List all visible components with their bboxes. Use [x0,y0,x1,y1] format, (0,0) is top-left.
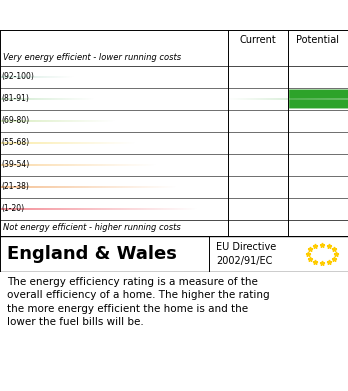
Text: (81-91): (81-91) [2,95,30,104]
Polygon shape [0,155,156,175]
Text: Current: Current [239,35,276,45]
Text: 2002/91/EC: 2002/91/EC [216,256,272,266]
Text: (39-54): (39-54) [2,160,30,170]
Polygon shape [0,178,177,197]
Polygon shape [0,133,136,152]
Polygon shape [287,90,348,108]
Text: (92-100): (92-100) [2,72,34,81]
Text: (55-68): (55-68) [2,138,30,147]
Text: (69-80): (69-80) [2,117,30,126]
Text: Energy Efficiency Rating: Energy Efficiency Rating [9,7,230,23]
Text: Not energy efficient - higher running costs: Not energy efficient - higher running co… [3,223,181,232]
Text: (21-38): (21-38) [2,183,30,192]
Polygon shape [227,90,348,108]
Text: Very energy efficient - lower running costs: Very energy efficient - lower running co… [3,53,182,62]
Text: England & Wales: England & Wales [7,245,177,263]
Polygon shape [0,111,115,131]
Text: (1-20): (1-20) [2,204,25,213]
Polygon shape [0,89,95,109]
Text: EU Directive: EU Directive [216,242,276,252]
Polygon shape [0,199,197,219]
Text: The energy efficiency rating is a measure of the
overall efficiency of a home. T: The energy efficiency rating is a measur… [7,277,270,327]
Text: Potential: Potential [296,35,339,45]
Polygon shape [0,67,74,87]
